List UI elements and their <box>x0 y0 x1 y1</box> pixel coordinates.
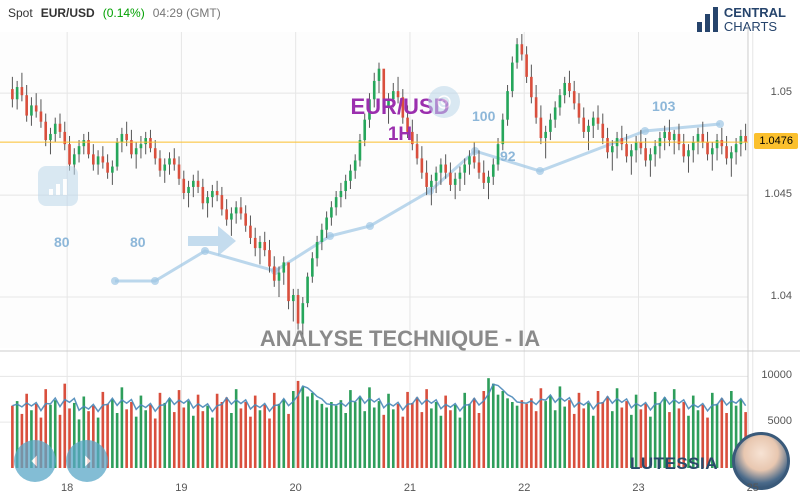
nav-prev-button[interactable] <box>14 440 56 482</box>
x-axis-label: 21 <box>404 482 416 494</box>
instrument-name: EUR/USD <box>41 6 95 20</box>
watermark-target-icon <box>428 86 460 118</box>
timestamp: 04:29 (GMT) <box>153 6 221 20</box>
watermark-label: 92 <box>500 148 516 164</box>
y-axis-label: 1.045 <box>764 188 792 200</box>
y-axis-label: 1.04 <box>771 290 792 302</box>
volume-y-label: 10000 <box>761 369 792 381</box>
x-axis-label: 19 <box>175 482 187 494</box>
watermark-square-icon <box>38 166 78 206</box>
volume-y-label: 5000 <box>768 415 792 427</box>
x-axis-label: 18 <box>61 482 73 494</box>
chart-svg[interactable] <box>0 26 800 500</box>
watermark-label: 80 <box>130 234 146 250</box>
avatar[interactable] <box>732 432 790 490</box>
nav-next-button[interactable] <box>66 440 108 482</box>
watermark-label: 80 <box>54 234 70 250</box>
x-axis-label: 20 <box>290 482 302 494</box>
current-price-tag: 1.0476 <box>754 133 798 149</box>
chart-container: EUR/USD 1H ANALYSE TECHNIQUE - IA LUTESS… <box>0 26 800 500</box>
x-axis-label: 25 <box>747 482 759 494</box>
header-bar: Spot EUR/USD (0.14%) 04:29 (GMT) <box>0 0 800 26</box>
x-axis-label: 22 <box>518 482 530 494</box>
y-axis-label: 1.05 <box>771 86 792 98</box>
instrument-prefix: Spot <box>8 6 33 20</box>
watermark-label: 103 <box>652 98 675 114</box>
watermark-label: 100 <box>472 108 495 124</box>
x-axis-label: 23 <box>632 482 644 494</box>
change-pct: (0.14%) <box>103 6 145 20</box>
brand-name: LUTESSIA <box>630 454 718 474</box>
